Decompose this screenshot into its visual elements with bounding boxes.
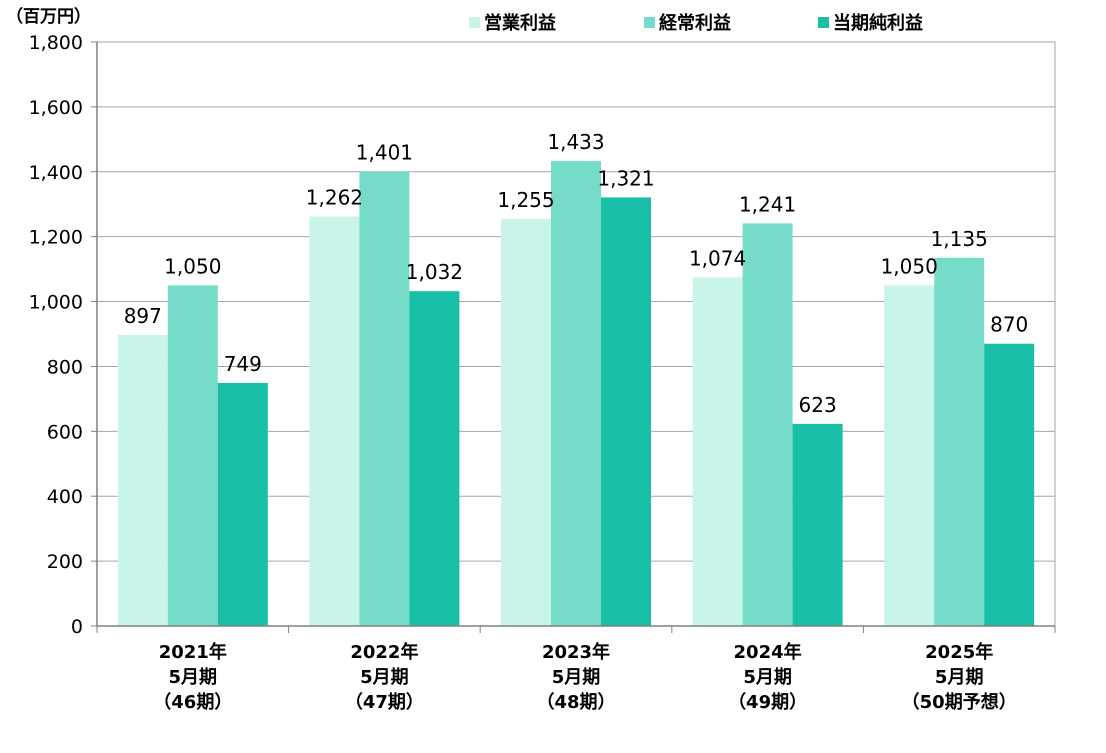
- legend-swatch: [469, 17, 480, 28]
- bar: [309, 216, 360, 626]
- x-category-label: 2025年: [925, 641, 993, 663]
- bar: [934, 257, 985, 626]
- data-label: 1,321: [597, 166, 654, 190]
- bar: [409, 291, 460, 626]
- bar: [117, 334, 168, 626]
- bar: [501, 218, 551, 627]
- bar: [984, 343, 1035, 626]
- data-labels: 897 1,050 749 1,262 1,401 1,032 1,255 1,433 1,32…: [124, 130, 1029, 417]
- y-tick-label: 200: [47, 551, 83, 573]
- bar: [551, 161, 601, 626]
- y-tick-label: 1,200: [29, 227, 83, 249]
- legend: 営業利益 経常利益 当期純利益: [469, 12, 923, 34]
- x-category-label: （49期）: [728, 692, 807, 713]
- legend-swatch: [644, 17, 655, 28]
- x-category-label: 5月期: [169, 667, 218, 688]
- data-label: 1,050: [881, 254, 938, 278]
- x-category-labels: 2021年 5月期 （46期） 2022年 5月期 （47期） 2023年 5月期 （48期） 2…: [153, 641, 1016, 713]
- x-category-label: 2022年: [350, 641, 418, 663]
- x-category-label: 5月期: [552, 667, 601, 688]
- bar: [884, 285, 935, 626]
- bar: [359, 171, 410, 626]
- data-label: 1,262: [306, 186, 363, 210]
- y-tick-labels: 0 200 400 600 800 1,000 1,200 1,400 1,600 1,800: [29, 32, 83, 638]
- y-tick-label: 1,000: [29, 292, 83, 314]
- bars: [117, 161, 1035, 627]
- y-axis-unit-label: （百万円）: [6, 6, 91, 27]
- data-label: 1,241: [739, 192, 796, 216]
- legend-label: 営業利益: [484, 12, 556, 34]
- data-label: 1,050: [164, 254, 221, 278]
- x-category-label: （48期）: [536, 692, 615, 713]
- axes: [96, 42, 1056, 633]
- bar: [742, 223, 793, 626]
- data-label: 1,032: [406, 260, 463, 284]
- x-category-label: （50期予想）: [902, 691, 1017, 713]
- x-category-label: 2021年: [159, 641, 227, 663]
- data-label: 1,074: [689, 247, 746, 271]
- y-tick-label: 1,400: [29, 162, 83, 184]
- legend-swatch: [818, 17, 829, 28]
- x-category-label: 5月期: [743, 667, 792, 688]
- data-label: 1,433: [547, 130, 604, 154]
- legend-label: 経常利益: [659, 12, 731, 34]
- y-tick-label: 800: [47, 356, 83, 378]
- data-label: 749: [224, 352, 262, 376]
- x-category-label: 2024年: [734, 641, 802, 663]
- x-category-label: 5月期: [935, 667, 984, 688]
- x-category-label: 2023年: [542, 641, 610, 663]
- bar: [792, 423, 843, 626]
- data-label: 1,401: [356, 140, 413, 164]
- y-tick-label: 600: [47, 421, 83, 443]
- y-tick-label: 1,600: [29, 97, 83, 119]
- bar: [167, 285, 218, 626]
- y-tick-label: 1,800: [29, 32, 83, 54]
- bar: [217, 382, 268, 626]
- data-label: 870: [990, 313, 1028, 337]
- x-category-label: （47期）: [345, 692, 424, 713]
- legend-label: 当期純利益: [833, 12, 923, 34]
- bar: [692, 277, 743, 626]
- y-tick-label: 0: [71, 616, 83, 638]
- data-label: 1,135: [931, 227, 988, 251]
- data-label: 623: [799, 393, 837, 417]
- bar: [601, 197, 651, 627]
- y-tick-label: 400: [47, 486, 83, 508]
- data-label: 1,255: [497, 188, 554, 212]
- x-category-label: 5月期: [360, 667, 409, 688]
- data-label: 897: [124, 304, 162, 328]
- x-category-label: （46期）: [153, 692, 232, 713]
